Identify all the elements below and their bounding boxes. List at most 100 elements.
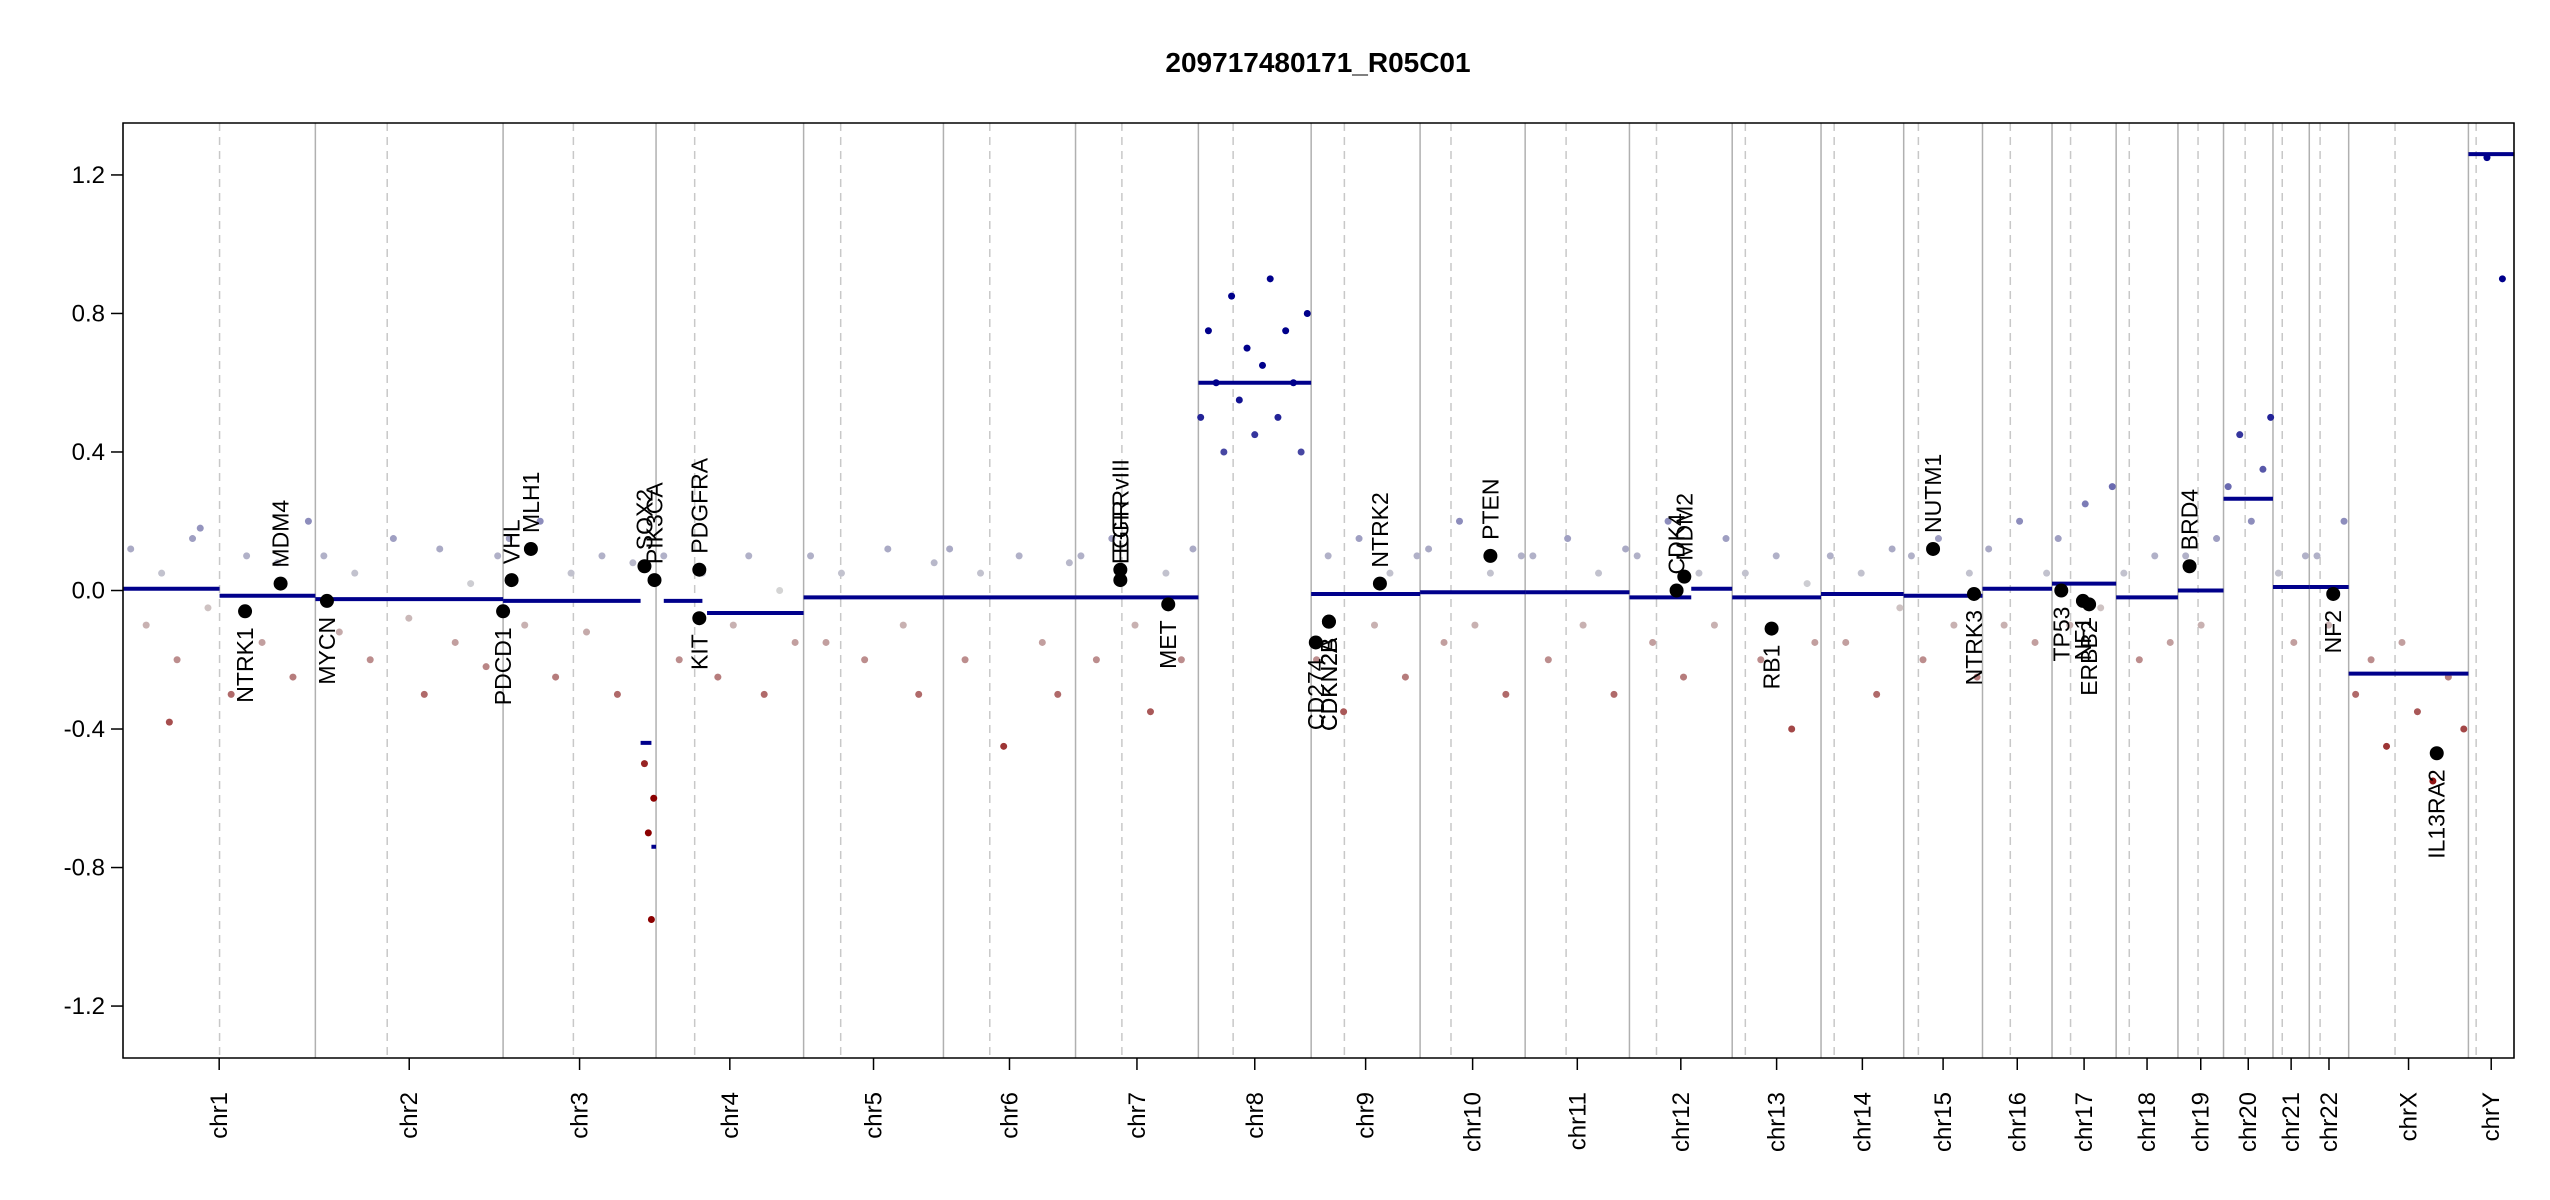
bin-point: [1888, 545, 1896, 553]
gene-point: [2429, 746, 2444, 761]
bin-point: [335, 628, 343, 636]
bin-point: [1579, 621, 1587, 629]
bin-point: [1440, 638, 1448, 646]
gene-label: KIT: [686, 634, 712, 670]
gene-label: MDM4: [268, 500, 294, 568]
bin-point: [1177, 656, 1185, 664]
bin-point: [1092, 656, 1100, 664]
bin-point: [714, 673, 722, 681]
bin-point: [1065, 559, 1073, 567]
gene-label: MDM2: [1671, 493, 1697, 561]
bin-point: [629, 559, 637, 567]
x-tick-label: chrX: [2396, 1092, 2423, 1141]
bin-point: [884, 545, 892, 553]
x-tick-label: chr5: [861, 1092, 888, 1139]
bin-point: [2135, 656, 2143, 664]
bin-point: [946, 545, 954, 553]
bin-point: [1965, 569, 1973, 577]
bin-point: [1985, 545, 1993, 553]
gene-point: [496, 604, 511, 619]
x-tick-label: chr7: [1124, 1092, 1151, 1139]
bin-point: [675, 656, 683, 664]
bin-point: [1544, 656, 1552, 664]
bin-point: [745, 552, 753, 560]
bin-point: [2460, 725, 2468, 733]
gene-label: EGFR: [1107, 500, 1133, 564]
y-tick-label: 0.4: [72, 439, 105, 466]
bin-point: [1610, 690, 1618, 698]
x-tick-label: chr20: [2235, 1092, 2262, 1152]
bin-point: [1950, 621, 1958, 629]
plot-frame: [122, 122, 2515, 1059]
bin-point: [2313, 552, 2321, 560]
gene-point: [504, 573, 519, 588]
bin-point: [2290, 638, 2298, 646]
gene-point: [1321, 614, 1336, 629]
gene-label: PDCD1: [490, 627, 516, 705]
bin-point: [2054, 535, 2062, 543]
bin-point: [776, 587, 784, 594]
y-tick-label: -1.2: [64, 993, 105, 1020]
gene-label: CDK4: [1664, 513, 1690, 575]
gene-point: [319, 593, 334, 608]
x-tick-label: chr6: [996, 1092, 1023, 1139]
gene-label: MLH1: [518, 472, 544, 533]
bin-point: [389, 535, 397, 543]
gene-label: ERBB2: [2076, 620, 2102, 695]
x-tick-label: chr12: [1668, 1092, 1695, 1152]
bin-point: [1371, 621, 1379, 629]
gene-point: [1764, 621, 1779, 636]
bin-point: [2081, 500, 2089, 508]
gene-point: [1161, 597, 1176, 612]
bin-point: [2259, 465, 2267, 473]
x-tick-label: chr1: [206, 1092, 233, 1139]
x-tick-label: chrY: [2478, 1092, 2505, 1141]
bin-point: [1595, 569, 1603, 577]
bin-point: [2066, 621, 2074, 629]
gene-point: [2326, 586, 2341, 601]
bin-point: [173, 656, 181, 664]
bin-point: [1633, 552, 1641, 560]
x-tick-label: chr11: [1564, 1092, 1591, 1150]
gene-point: [523, 541, 538, 556]
bin-point: [2413, 708, 2421, 716]
bin-point: [1788, 725, 1796, 733]
bin-point: [1162, 569, 1170, 577]
bin-point: [1973, 673, 1981, 681]
gene-point: [2082, 597, 2097, 612]
bin-point: [1710, 621, 1718, 629]
bin-point: [204, 604, 212, 612]
bin-point: [1015, 552, 1023, 560]
gene-label: EGFRvIII: [1107, 459, 1133, 554]
bin-point: [899, 621, 907, 629]
x-tick-label: chr10: [1460, 1092, 1487, 1152]
bin-point: [1695, 569, 1703, 577]
bin-point: [2267, 413, 2275, 421]
gene-label: BRD4: [2177, 489, 2203, 551]
bin-point: [1220, 448, 1228, 456]
bin-point: [2236, 431, 2244, 439]
y-tick-label: -0.8: [64, 855, 105, 882]
gene-point: [1113, 573, 1128, 588]
bin-point: [644, 829, 652, 837]
bin-point: [1757, 656, 1765, 664]
bin-point: [1502, 690, 1510, 698]
bin-point: [189, 535, 197, 543]
gene-label: NF1: [2070, 617, 2096, 660]
bin-point: [1664, 517, 1672, 525]
gene-label: IL13RA2: [2424, 769, 2450, 859]
bin-point: [598, 552, 606, 560]
gene-label: RB1: [1759, 645, 1785, 690]
bin-point: [729, 621, 737, 629]
bin-point: [1386, 569, 1394, 577]
bin-point: [1934, 535, 1942, 543]
bin-point: [2352, 690, 2360, 698]
bin-point: [2367, 656, 2375, 664]
bin-point: [1282, 327, 1290, 335]
chart-title: 209717480171_R05C01: [1165, 47, 1470, 78]
bin-point: [1355, 535, 1363, 543]
bin-point: [1826, 552, 1834, 560]
bin-point: [1873, 690, 1881, 698]
y-tick-label: 0.0: [72, 578, 105, 605]
x-tick-label: chr15: [1930, 1092, 1957, 1152]
